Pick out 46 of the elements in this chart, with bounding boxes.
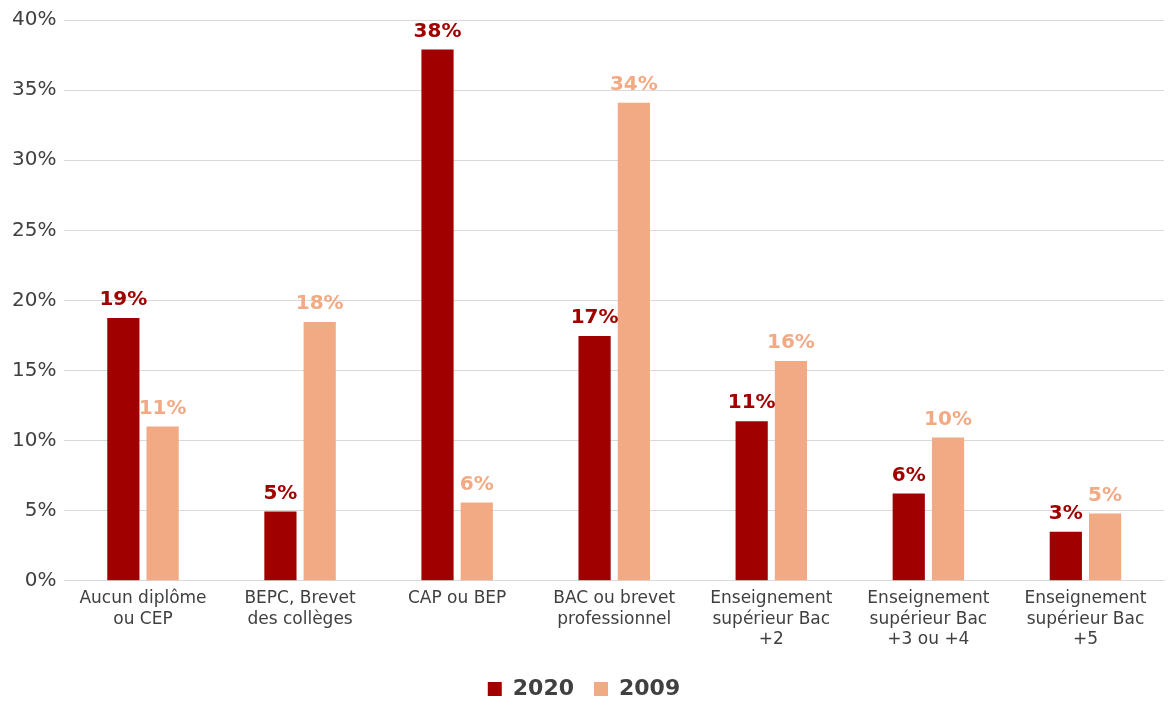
bar bbox=[264, 511, 297, 581]
y-tick-label: 0% bbox=[24, 567, 57, 591]
data-label: 6% bbox=[891, 461, 926, 486]
bar bbox=[303, 321, 336, 581]
x-tick-label: Enseignement supérieur Bac +5 bbox=[1024, 587, 1147, 649]
bar bbox=[774, 361, 808, 581]
bar bbox=[1049, 531, 1082, 581]
x-tick-label: BEPC, Brevet des collèges bbox=[244, 587, 357, 628]
y-tick-label: 35% bbox=[12, 76, 57, 101]
bar bbox=[1088, 513, 1122, 581]
y-tick-label: 40% bbox=[12, 6, 57, 31]
y-tick-label: 10% bbox=[12, 426, 57, 451]
x-tick-label: Enseignement supérieur Bac +3 ou +4 bbox=[867, 587, 990, 649]
x-tick-label: CAP ou BEP bbox=[407, 587, 507, 608]
data-label: 11% bbox=[727, 389, 776, 414]
bar bbox=[421, 49, 454, 581]
bar bbox=[578, 336, 611, 581]
data-label: 34% bbox=[609, 70, 658, 95]
data-label: 11% bbox=[138, 394, 187, 419]
data-label: 19% bbox=[99, 286, 148, 311]
y-tick-label: 20% bbox=[12, 286, 57, 311]
y-tick-label: 30% bbox=[12, 146, 57, 171]
bar bbox=[735, 421, 768, 581]
x-tick-label: Enseignement supérieur Bac +2 bbox=[710, 587, 833, 649]
y-tick-label: 5% bbox=[24, 496, 57, 521]
y-tick-label: 25% bbox=[12, 216, 57, 241]
data-label: 6% bbox=[459, 470, 494, 495]
bar bbox=[107, 317, 140, 581]
y-tick-label: 15% bbox=[12, 356, 57, 381]
legend-label: 2020 bbox=[512, 674, 574, 700]
bar bbox=[617, 102, 650, 581]
data-label: 3% bbox=[1048, 499, 1083, 524]
data-label: 10% bbox=[924, 405, 972, 430]
bar bbox=[460, 502, 493, 581]
legend-label: 2009 bbox=[619, 674, 681, 700]
bar bbox=[931, 437, 965, 581]
x-tick-label: Aucun diplôme ou CEP bbox=[79, 587, 207, 628]
data-label: 5% bbox=[1088, 481, 1123, 506]
data-label: 17% bbox=[570, 304, 619, 329]
data-label: 16% bbox=[767, 329, 815, 354]
x-tick-label: BAC ou brevet professionnel bbox=[553, 587, 676, 628]
bar bbox=[146, 426, 179, 581]
data-label: 5% bbox=[263, 479, 298, 504]
data-label: 38% bbox=[413, 17, 462, 42]
data-label: 18% bbox=[295, 290, 344, 315]
bar bbox=[892, 493, 925, 581]
